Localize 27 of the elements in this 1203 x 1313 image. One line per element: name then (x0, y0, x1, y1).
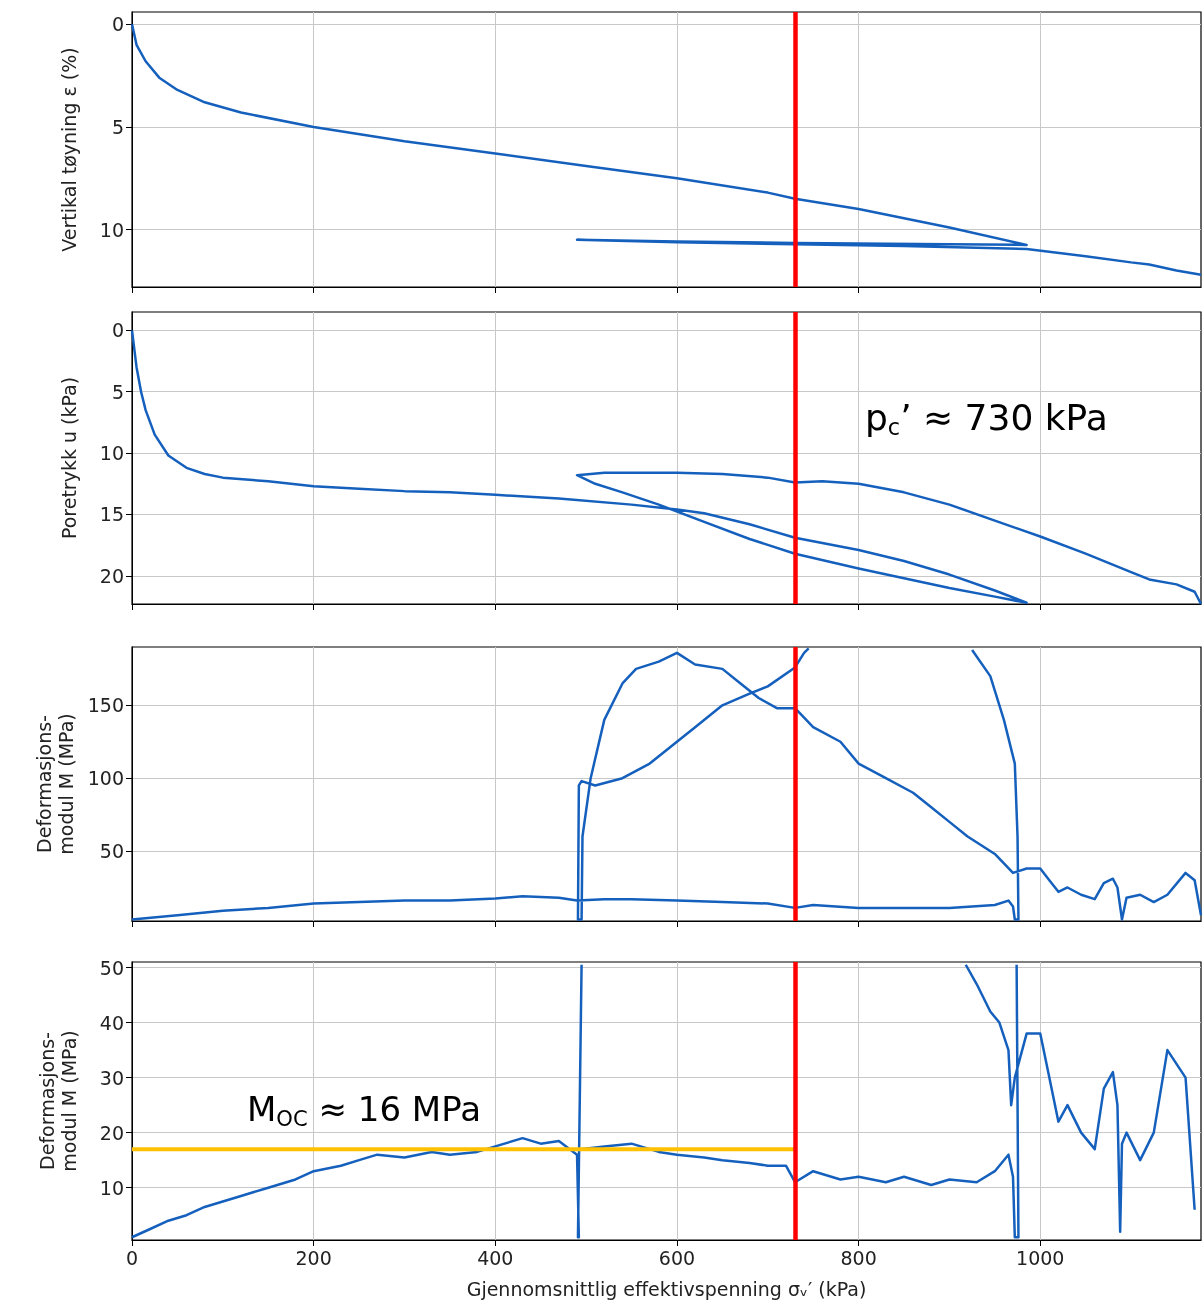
y-tick-label: 40 (99, 1011, 124, 1034)
y-axis-title: Deformasjons- modul M (MPa) (32, 713, 77, 855)
y-tick-label: 20 (99, 564, 124, 587)
y-tick-label: 5 (111, 380, 124, 403)
y-tick-label: 5 (111, 115, 124, 138)
y-axis-title: Vertikal tøyning ε (%) (58, 47, 80, 252)
y-tick-label: 20 (99, 1121, 124, 1144)
y-tick-label: 30 (99, 1066, 124, 1089)
y-tick-label: 0 (111, 319, 124, 342)
y-tick-label: 15 (99, 503, 124, 526)
y-tick-label: 10 (99, 218, 124, 241)
y-tick-label: 50 (99, 840, 124, 863)
y-tick-label: 10 (99, 1176, 124, 1199)
y-axis-title: Poretrykk u (kPa) (58, 376, 80, 540)
y-tick-label: 100 (87, 767, 124, 790)
y-axis-title: Deformasjons- modul M (MPa) (36, 1030, 80, 1172)
y-tick-label: 10 (99, 442, 124, 465)
x-tick-label: 600 (658, 1246, 696, 1269)
x-tick-label: 800 (840, 1246, 877, 1269)
y-tick-label: 150 (87, 694, 124, 717)
x-tick-label: 200 (295, 1246, 332, 1269)
x-tick-label: 1000 (1016, 1246, 1065, 1269)
y-tick-label: 50 (99, 956, 124, 979)
x-tick-label: 400 (477, 1246, 514, 1269)
y-tick-label: 0 (111, 13, 124, 36)
x-tick-label: 0 (125, 1246, 139, 1269)
x-axis-title: Gjennomsnittlig effektivspenning σᵥ′ (kPa) (466, 1278, 867, 1300)
